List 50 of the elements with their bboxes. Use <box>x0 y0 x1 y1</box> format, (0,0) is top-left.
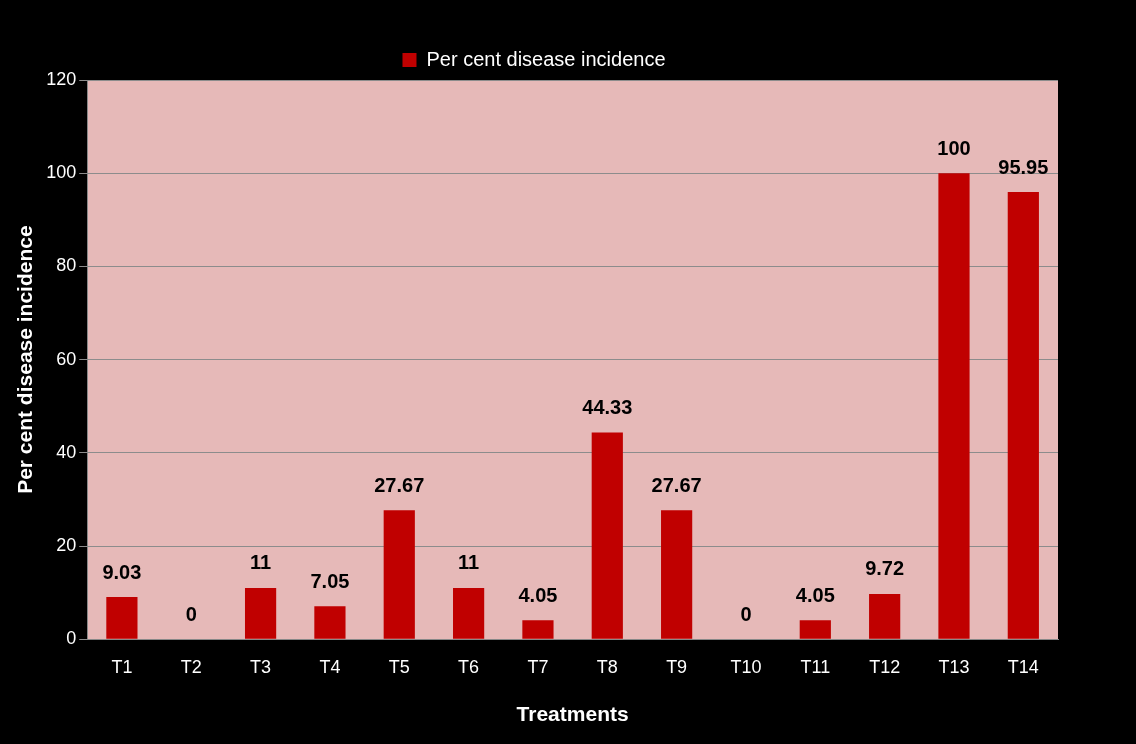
y-tick-label: 80 <box>56 255 77 276</box>
data-label: 27.67 <box>374 473 425 496</box>
data-label: 7.05 <box>310 569 350 592</box>
data-label: 11 <box>250 551 272 574</box>
data-label: 0 <box>740 602 752 625</box>
x-axis-title: Treatments <box>516 702 629 726</box>
bar <box>106 597 138 639</box>
data-label: 4.05 <box>795 583 835 606</box>
data-label: 95.95 <box>998 155 1049 178</box>
x-tick-label: T12 <box>869 656 901 677</box>
y-tick-label: 100 <box>46 162 77 183</box>
x-tick-label: T2 <box>180 656 202 677</box>
y-tick-label: 0 <box>66 628 77 649</box>
bar <box>244 587 277 639</box>
y-tick-label: 60 <box>56 348 77 369</box>
x-tick-label: T14 <box>1007 656 1039 677</box>
bar <box>799 620 831 639</box>
bar <box>591 432 623 639</box>
x-tick-label: T1 <box>111 656 133 677</box>
y-tick-label: 20 <box>56 534 77 555</box>
x-tick-label: T3 <box>250 656 272 677</box>
bar <box>522 620 554 639</box>
x-tick-label: T7 <box>527 656 549 677</box>
legend-label: Per cent disease incidence <box>426 47 666 70</box>
y-axis-title: Per cent disease incidence <box>13 225 37 494</box>
x-tick-label: T10 <box>730 656 762 677</box>
data-label: 0 <box>185 602 197 625</box>
data-label: 44.33 <box>582 396 633 419</box>
bar <box>314 606 346 639</box>
bar <box>453 587 485 639</box>
x-tick-label: T9 <box>666 656 688 677</box>
bar <box>1007 192 1039 639</box>
data-label: 9.03 <box>102 560 142 583</box>
bar <box>869 593 901 639</box>
data-label: 11 <box>458 551 480 574</box>
y-tick-label: 120 <box>46 68 77 89</box>
x-tick-label: T5 <box>388 656 410 677</box>
bar <box>383 510 415 639</box>
x-tick-label: T13 <box>938 656 970 677</box>
bar <box>938 173 970 639</box>
data-label: 27.67 <box>651 473 702 496</box>
x-tick-label: T8 <box>596 656 618 677</box>
y-tick-label: 40 <box>56 441 77 462</box>
x-tick-label: T11 <box>800 656 831 677</box>
x-tick-label: T4 <box>319 656 341 677</box>
data-label: 9.72 <box>865 557 905 580</box>
bar <box>661 510 693 639</box>
data-label: 4.05 <box>518 583 558 606</box>
data-label: 100 <box>937 136 971 159</box>
x-tick-label: T6 <box>458 656 480 677</box>
